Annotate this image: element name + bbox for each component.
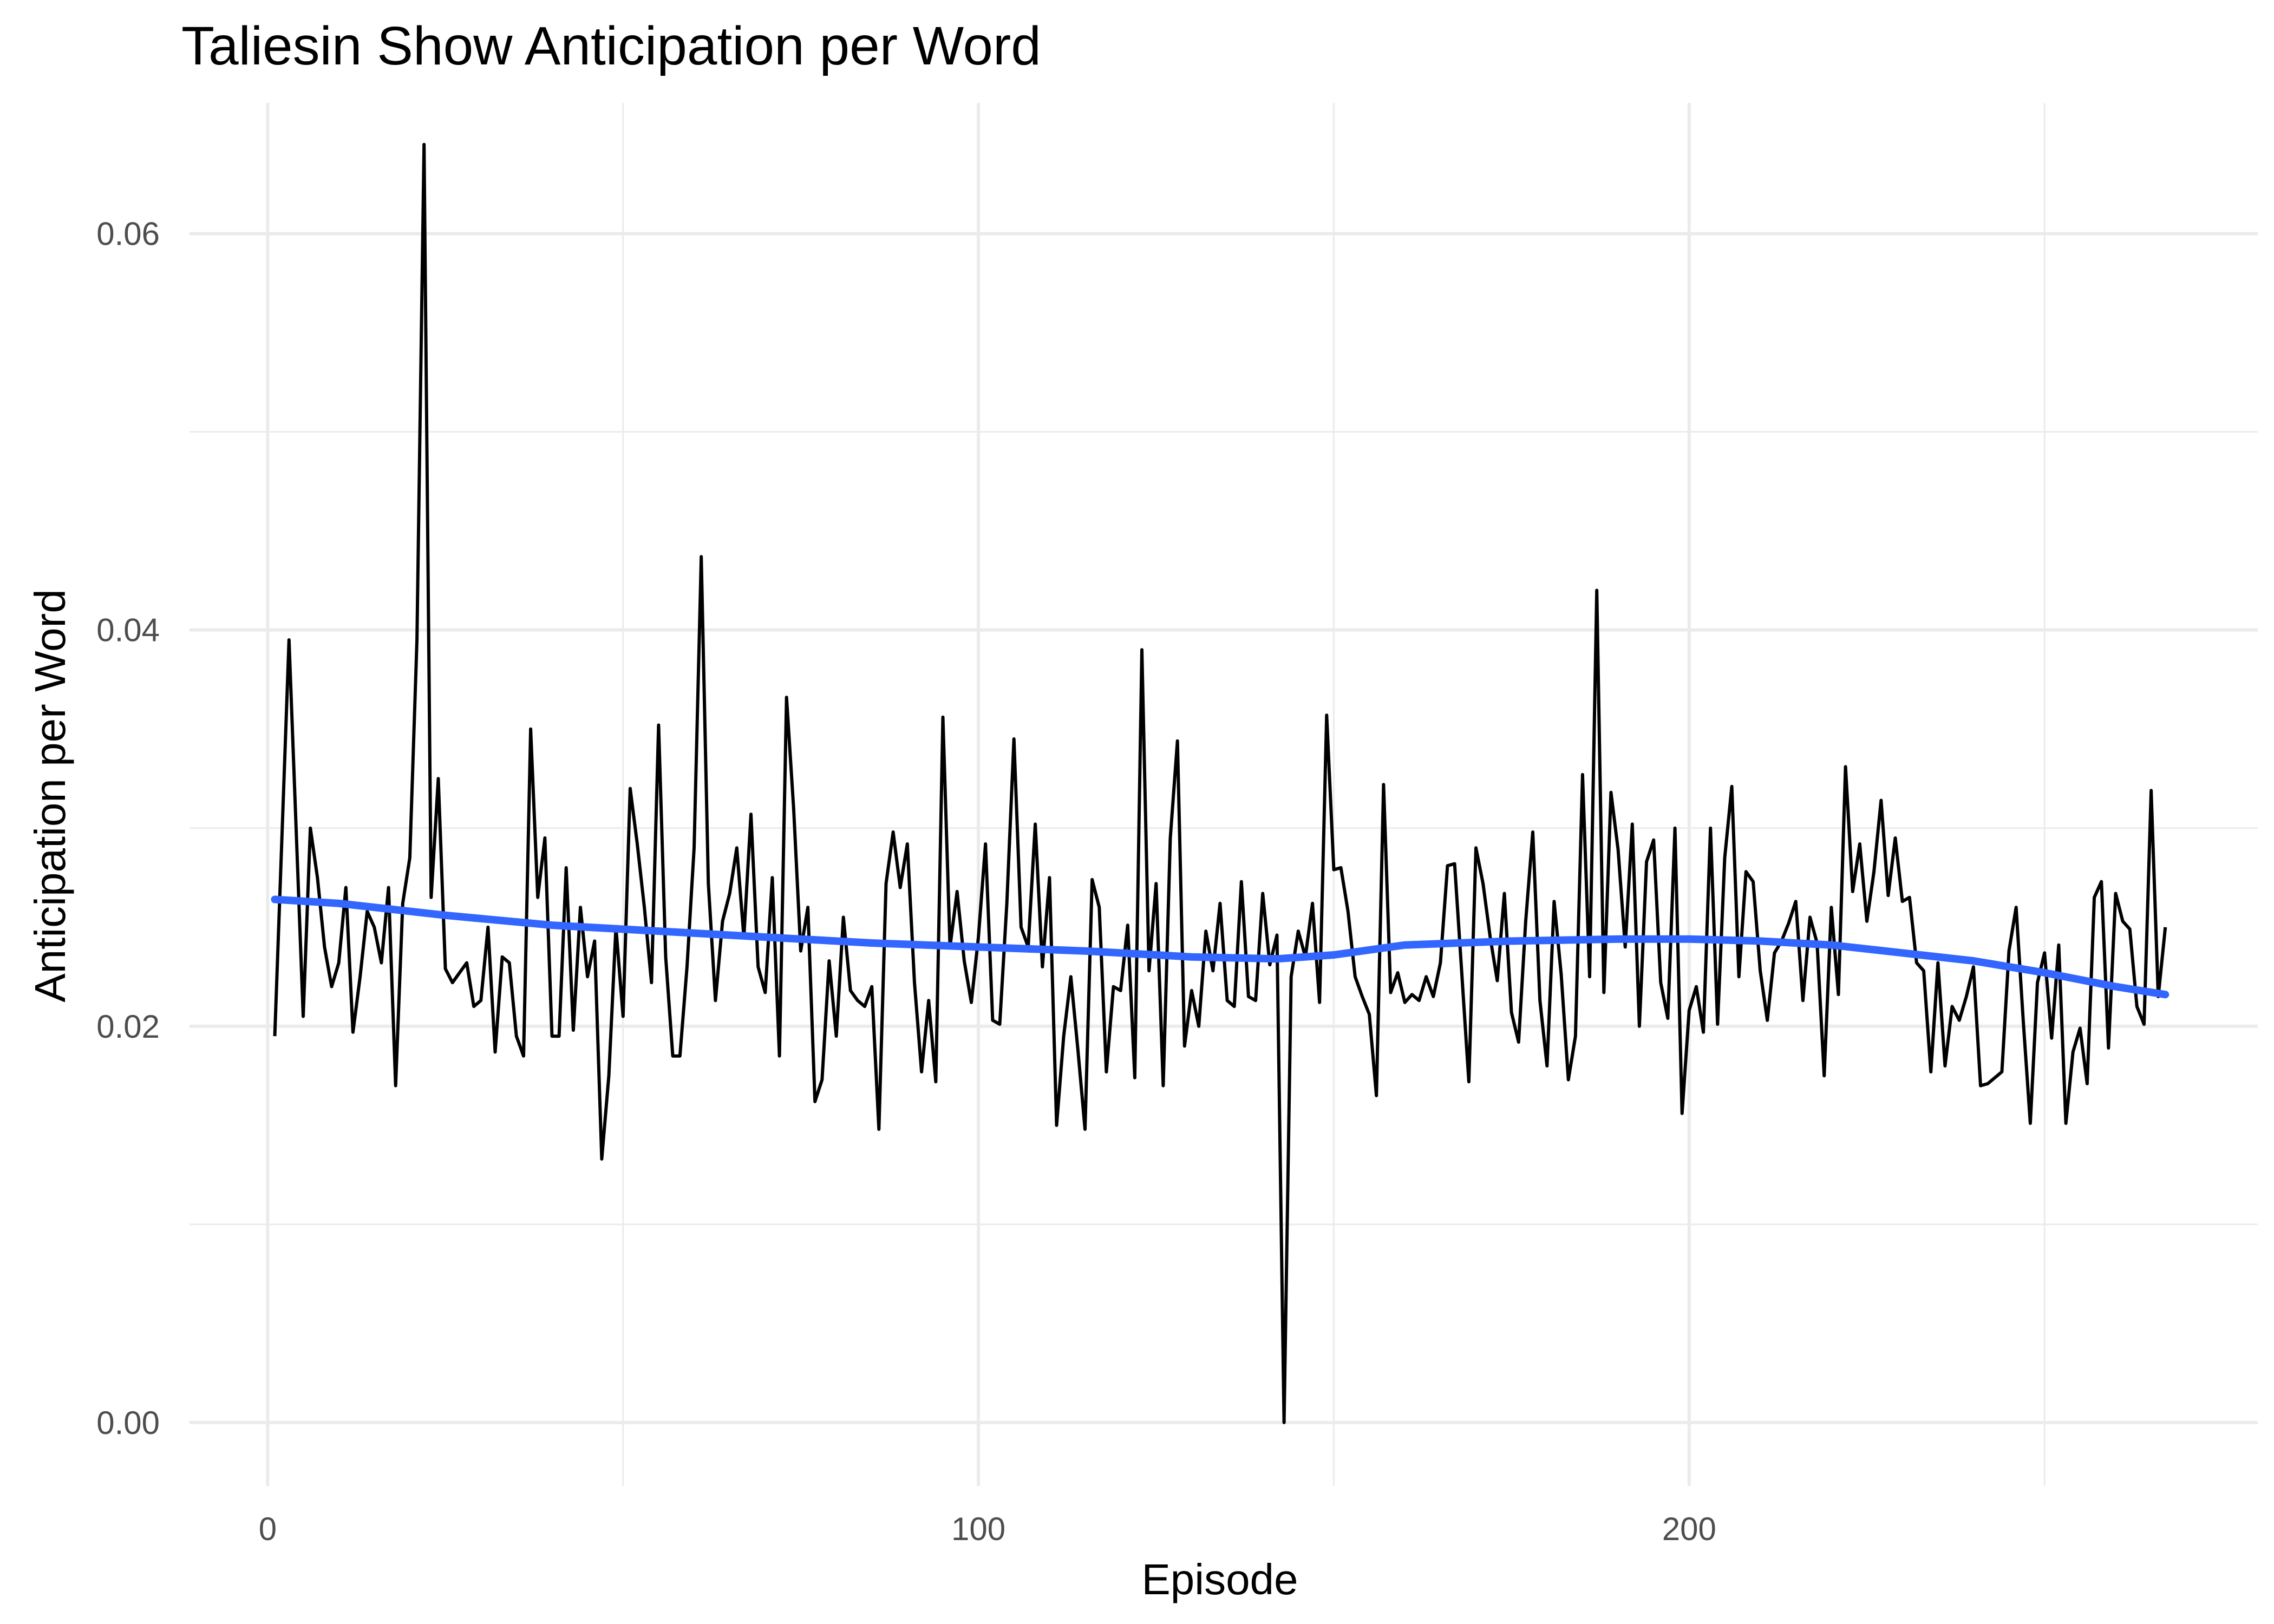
x-tick-label: 0 bbox=[259, 1511, 277, 1547]
major-gridlines bbox=[190, 103, 2258, 1486]
y-tick-label: 0.06 bbox=[96, 216, 160, 252]
x-axis-title: Episode bbox=[1141, 1555, 1298, 1603]
series-line-anticipation bbox=[273, 142, 2167, 1424]
chart-title: Taliesin Show Anticipation per Word bbox=[181, 16, 1041, 76]
y-tick-label: 0.04 bbox=[96, 612, 160, 649]
series-layer bbox=[271, 142, 2170, 1424]
tick-labels: 0 100 200 0.00 0.02 0.04 0.06 bbox=[96, 216, 1716, 1547]
x-tick-label: 200 bbox=[1662, 1511, 1716, 1547]
minor-gridlines bbox=[190, 103, 2258, 1486]
y-tick-label: 0.02 bbox=[96, 1009, 160, 1045]
y-tick-label: 0.00 bbox=[96, 1405, 160, 1441]
smoothed-trend-line bbox=[271, 895, 2170, 999]
y-axis-title: Anticipation per Word bbox=[26, 589, 74, 1002]
x-tick-label: 100 bbox=[951, 1511, 1005, 1547]
